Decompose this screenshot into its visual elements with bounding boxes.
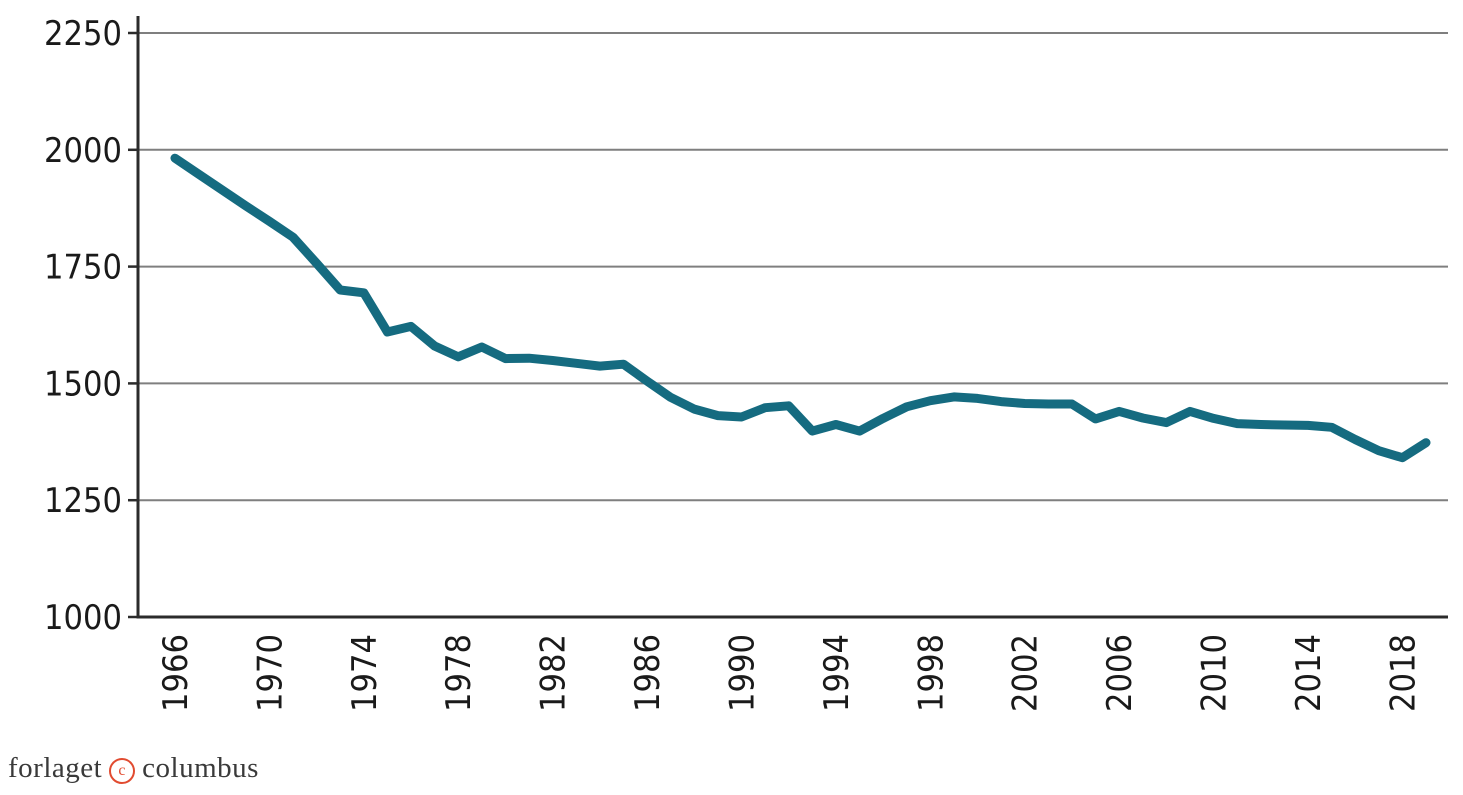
y-tick-label: 1500 [44, 364, 122, 404]
y-tick-label: 1000 [44, 598, 122, 638]
x-tick-label: 1994 [817, 634, 857, 712]
data-series-line [170, 153, 1431, 463]
x-tick-label: 2002 [1006, 634, 1046, 712]
x-tick-label: 1970 [250, 634, 290, 712]
y-tick-label: 1750 [44, 248, 122, 288]
copyright-c-icon: c [109, 757, 136, 784]
logo-text-columbus: columbus [142, 752, 259, 784]
copyright-c-letter: c [118, 761, 126, 779]
x-tick-label: 1982 [534, 634, 574, 712]
y-tick-label: 2250 [44, 14, 122, 54]
x-tick-label: 1998 [911, 634, 951, 712]
x-tick-label: 2018 [1383, 634, 1423, 712]
x-tick-label: 1986 [628, 634, 668, 712]
x-tick-label: 1966 [156, 634, 196, 712]
x-tick-label: 2010 [1195, 634, 1235, 712]
y-tick-label: 1250 [44, 481, 122, 521]
x-tick-label: 1974 [345, 634, 385, 712]
x-tick-label: 1990 [722, 634, 762, 712]
y-tick-label: 2000 [44, 131, 122, 171]
x-tick-label: 1978 [439, 634, 479, 712]
x-tick-label: 2006 [1100, 634, 1140, 712]
x-tick-label: 2014 [1289, 634, 1329, 712]
publisher-logo: forlaget c columbus [8, 752, 259, 785]
logo-text-forlaget: forlaget [8, 752, 103, 784]
